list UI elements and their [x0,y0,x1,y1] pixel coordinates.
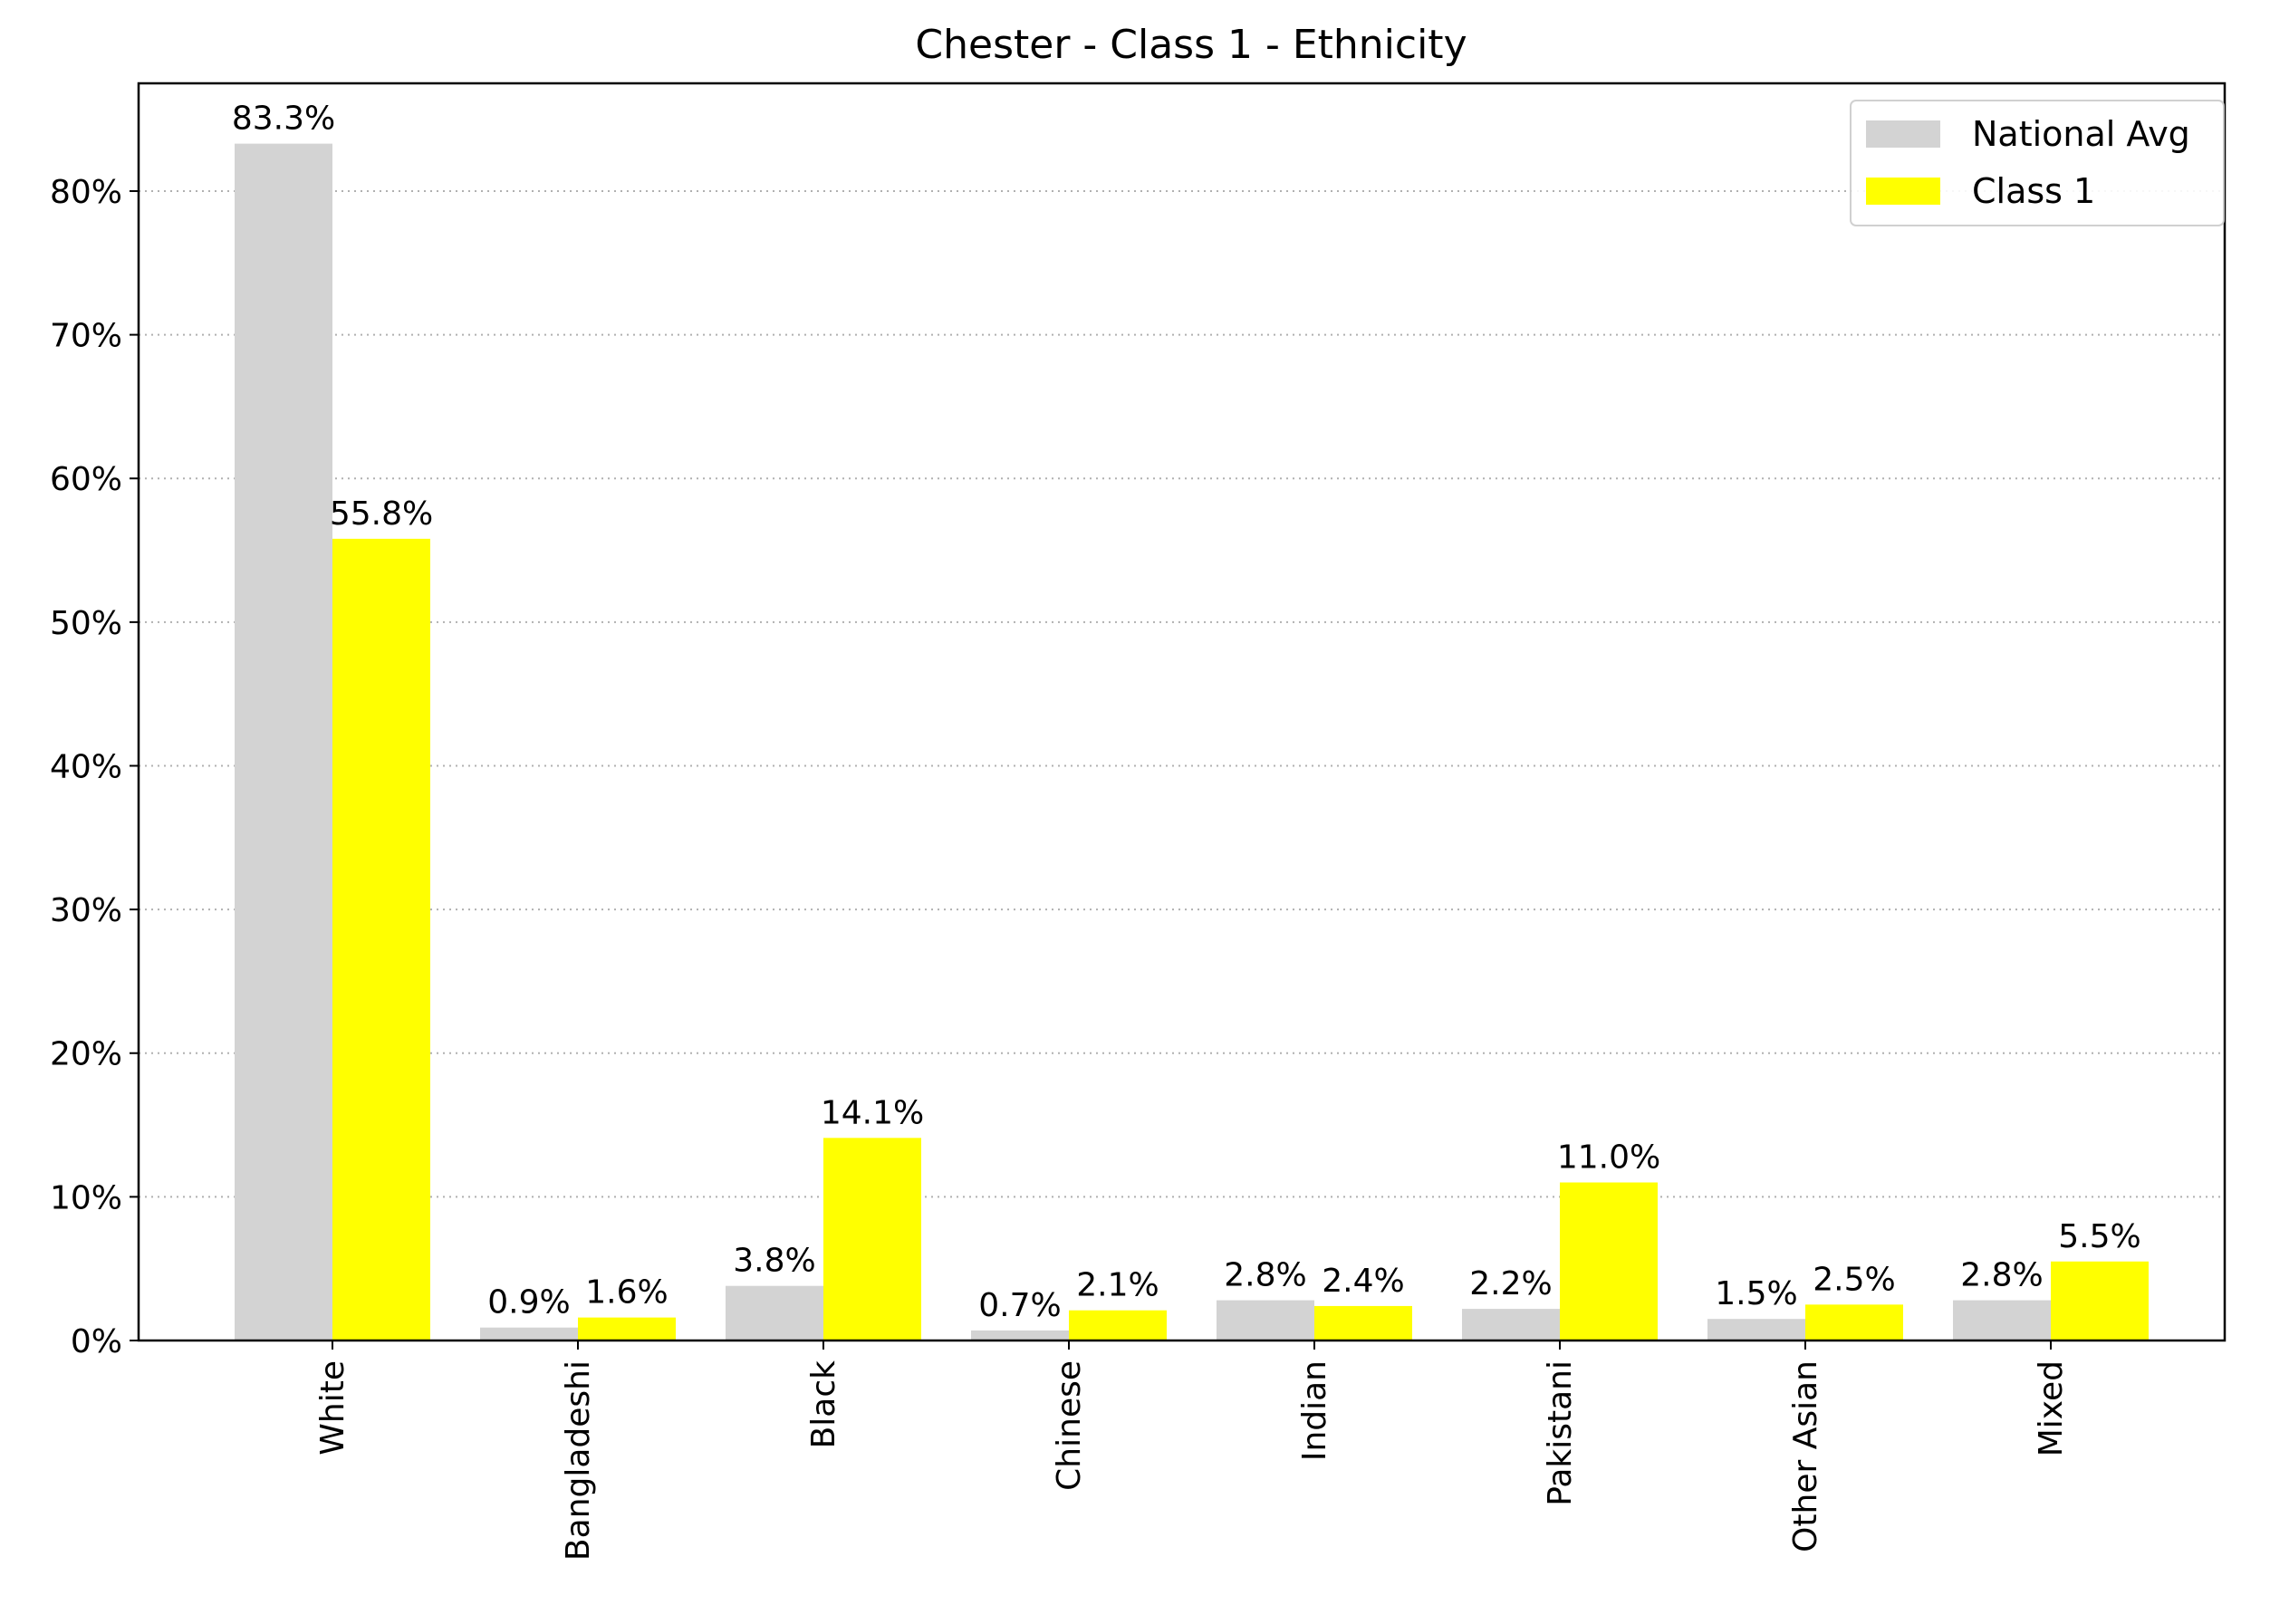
data-label: 3.8% [733,1243,815,1280]
data-label: 55.8% [330,495,433,533]
bar-class-1 [2051,1261,2149,1341]
bar-class-1 [1314,1305,1412,1341]
y-tick-label: 40% [50,748,122,785]
x-tick-label: Mixed [2033,1360,2070,1456]
y-tick-label: 20% [50,1036,122,1073]
bar-class-1 [332,538,430,1341]
legend: National Avg Class 1 [1850,100,2225,226]
data-label: 2.4% [1322,1263,1404,1300]
x-tick-label: Black [805,1360,842,1449]
x-tick-label: Other Asian [1787,1360,1824,1552]
data-label: 0.9% [487,1284,570,1321]
data-label: 2.8% [1224,1257,1306,1294]
data-label: 2.2% [1469,1265,1552,1302]
data-label: 11.0% [1557,1139,1660,1177]
data-labels: 83.3% 55.8% 0.9% 1.6% 3.8% 14.1% 0.7% 2.1% 2.8% 2… [232,101,2141,1324]
y-tick-label: 80% [50,174,122,211]
x-tick-label: White [314,1360,351,1456]
y-tick-label: 60% [50,461,122,498]
bar-class-1 [578,1317,676,1341]
x-tick-label: Pakistani [1542,1360,1579,1506]
data-label: 1.5% [1715,1275,1797,1312]
bar-class-1 [1805,1304,1903,1341]
bar-national-avg [1953,1300,2051,1341]
data-label: 2.5% [1813,1261,1895,1298]
y-axis: 0% 10% 20% 30% 40% 50% 60% 70% 80% [50,174,139,1360]
chart-title: Chester - Class 1 - Ethnicity [915,22,1467,68]
bar-national-avg [235,143,332,1341]
data-label: 83.3% [232,101,335,138]
y-tick-label: 50% [50,605,122,642]
legend-swatch [1866,120,1940,148]
legend-swatch [1866,178,1940,205]
bars [235,143,2149,1341]
y-tick-label: 30% [50,892,122,929]
x-tick-label: Indian [1296,1360,1333,1461]
bar-national-avg [480,1327,578,1341]
bar-national-avg [1217,1300,1314,1341]
legend-box [1850,100,2225,226]
legend-label: Class 1 [1972,171,2095,211]
y-tick-label: 0% [71,1323,122,1360]
x-tick-label: Chinese [1051,1360,1088,1491]
bar-national-avg [726,1285,823,1341]
data-label: 5.5% [2058,1218,2140,1255]
bar-national-avg [971,1330,1069,1341]
plot-frame [137,82,2227,1342]
data-label: 14.1% [821,1094,924,1131]
bar-class-1 [1069,1310,1167,1341]
bar-class-1 [823,1138,921,1341]
data-label: 2.1% [1076,1267,1159,1304]
data-label: 2.8% [1960,1257,2043,1294]
y-tick-label: 70% [50,318,122,355]
data-label: 0.7% [978,1287,1061,1324]
y-tick-label: 10% [50,1179,122,1216]
x-axis: White Bangladeshi Black Chinese Indian Pakist… [314,1341,2070,1561]
bar-national-avg [1462,1309,1560,1341]
data-label: 1.6% [585,1274,668,1312]
bar-class-1 [1560,1182,1658,1341]
bar-national-avg [1707,1319,1805,1341]
x-tick-label: Bangladeshi [560,1360,597,1561]
legend-label: National Avg [1972,114,2190,154]
